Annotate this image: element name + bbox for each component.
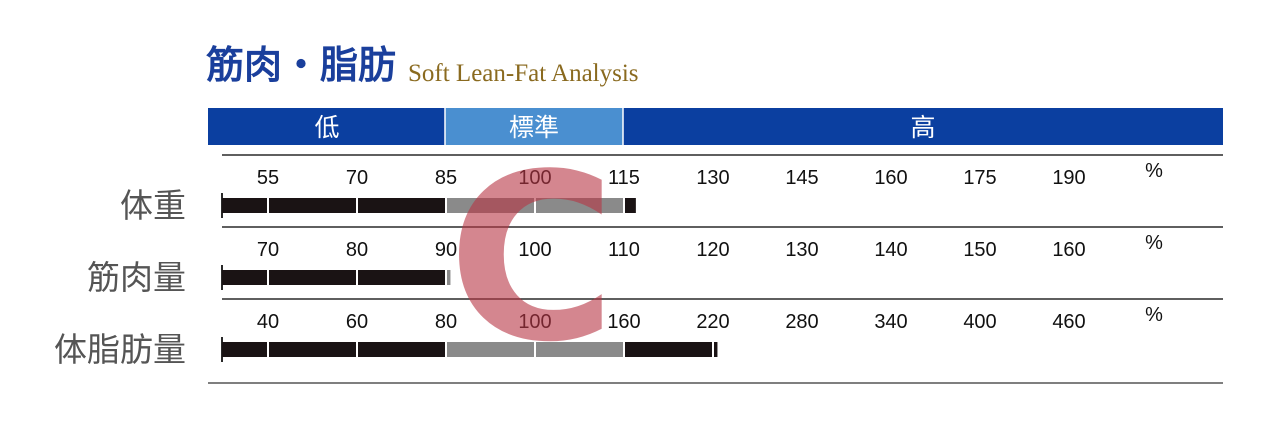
tick-label: 175	[963, 167, 996, 189]
tick-label: 100	[518, 239, 551, 261]
value-bar-segment	[222, 342, 446, 357]
tick-label: 130	[785, 239, 818, 261]
tick-label: 460	[1052, 311, 1085, 333]
tick-label: 400	[963, 311, 996, 333]
range-label: 高	[910, 113, 935, 142]
tick-label: 85	[435, 167, 457, 189]
unit-label: %	[1145, 232, 1163, 254]
title-jp: 筋肉・脂肪	[206, 43, 396, 87]
title-en: Soft Lean-Fat Analysis	[408, 60, 639, 87]
tick-label: 130	[696, 167, 729, 189]
tick-label: 80	[435, 311, 457, 333]
range-label: 低	[314, 113, 339, 142]
tick-label: 280	[785, 311, 818, 333]
tick-label: 115	[608, 167, 640, 189]
tick-label: 340	[874, 311, 907, 333]
unit-label: %	[1145, 160, 1163, 182]
range-label: 標準	[509, 113, 559, 142]
tick-label: 160	[607, 311, 640, 333]
range-band-high	[623, 108, 1223, 145]
tick-label: 55	[257, 167, 279, 189]
tick-label: 60	[346, 311, 368, 333]
row-label: 体脂肪量	[54, 330, 186, 369]
row-label: 筋肉量	[87, 258, 186, 297]
tick-label: 90	[435, 239, 457, 261]
tick-label: 160	[1052, 239, 1085, 261]
tick-label: 140	[874, 239, 907, 261]
row-label: 体重	[120, 186, 186, 225]
tick-label: 40	[257, 311, 279, 333]
range-band-low	[208, 108, 445, 145]
tick-label: 80	[346, 239, 368, 261]
tick-label: 100	[518, 167, 551, 189]
tick-label: 70	[257, 239, 279, 261]
tick-label: 150	[963, 239, 996, 261]
range-band-standard	[445, 108, 623, 145]
tick-label: 120	[696, 239, 729, 261]
value-bar-segment	[222, 270, 446, 285]
tick-label: 190	[1052, 167, 1085, 189]
tick-label: 70	[346, 167, 368, 189]
tick-label: 100	[518, 311, 551, 333]
unit-label: %	[1145, 304, 1163, 326]
watermark-logo: C	[448, 126, 617, 393]
value-bar-segment	[624, 342, 718, 357]
tick-label: 110	[608, 239, 640, 261]
value-bar-segment	[222, 198, 446, 213]
value-bar-segment	[446, 270, 451, 285]
tick-label: 145	[785, 167, 818, 189]
tick-label: 220	[696, 311, 729, 333]
value-bar-segment	[624, 198, 636, 213]
tick-label: 160	[874, 167, 907, 189]
